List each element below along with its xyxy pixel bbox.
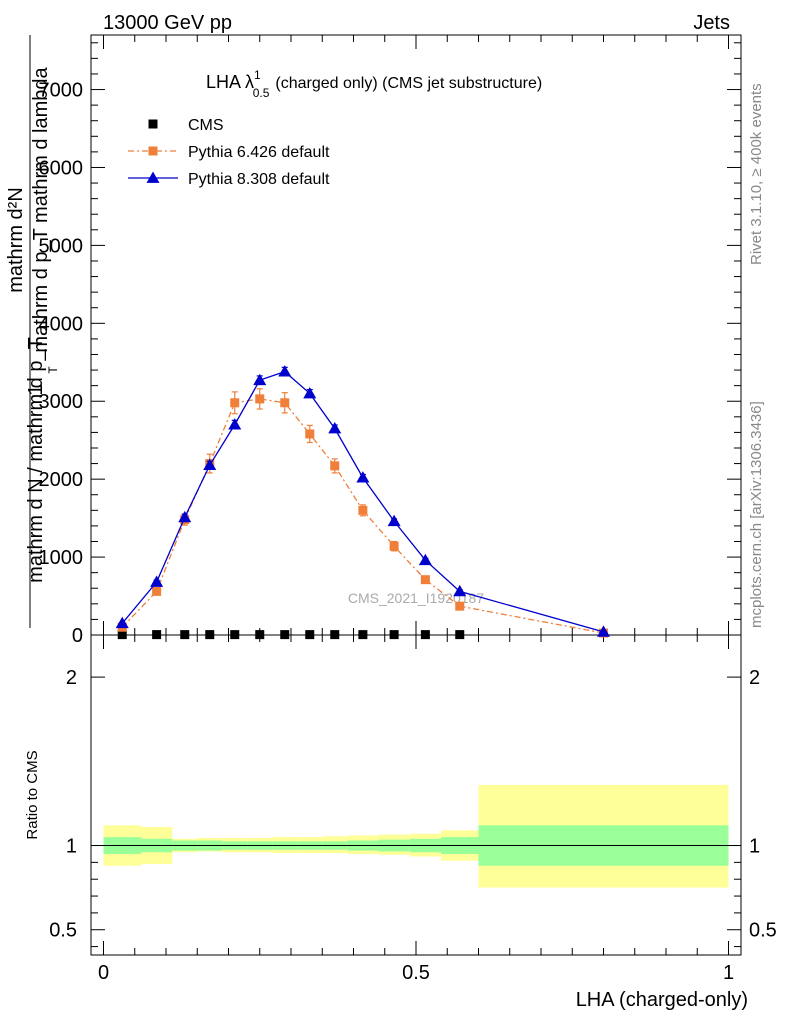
data-point [455, 630, 465, 640]
legend-marker [146, 171, 160, 183]
data-point [420, 630, 430, 640]
ratio-y-tick-label-right: 0.5 [749, 920, 777, 942]
ylabel-sub: T [46, 366, 60, 374]
legend-label: Pythia 6.426 default [188, 144, 330, 161]
y-tick-label: 5000 [39, 235, 84, 257]
ylabel-top-numerator-2: mathrm d²N [5, 187, 27, 293]
y-tick-label: 4000 [39, 313, 84, 335]
data-point [330, 630, 340, 640]
x-tick-label: 0.5 [402, 962, 430, 984]
data-point [178, 510, 192, 523]
ratio-y-tick-label-right: 2 [749, 667, 760, 689]
legend-marker [148, 119, 158, 129]
data-point [305, 429, 315, 439]
data-point [303, 386, 317, 399]
data-point [228, 418, 242, 430]
watermark: CMS_2021_I1920187 [348, 590, 484, 606]
data-point [205, 630, 215, 640]
x-tick-label: 0 [98, 962, 109, 984]
legend-marker [148, 146, 158, 156]
ratio-bands [91, 784, 741, 888]
data-point [255, 630, 265, 640]
data-point [455, 601, 465, 611]
data-point [356, 471, 370, 483]
ylabel-top-numerator: 1 [25, 384, 47, 395]
x-tick-label: 1 [723, 962, 734, 984]
data-point [255, 394, 265, 404]
xlabel: LHA (charged-only) [576, 989, 748, 1011]
series-line [121, 398, 604, 634]
data-point [117, 630, 127, 640]
data-point [230, 398, 240, 408]
data-point [150, 575, 164, 587]
series-0 [117, 630, 465, 640]
ratio-y-tick-label-left: 0.5 [49, 920, 77, 942]
data-point [152, 630, 162, 640]
data-point [358, 630, 368, 640]
series-2 [115, 365, 610, 637]
data-point [328, 422, 342, 434]
header-right: Jets [693, 12, 730, 34]
y-tick-label: 6000 [39, 157, 84, 179]
y-tick-label: 1000 [39, 547, 84, 569]
data-point [253, 373, 267, 386]
legend-label: Pythia 8.308 default [188, 171, 330, 188]
data-point [420, 575, 430, 585]
legend-entry-1: Pythia 6.426 default [128, 144, 330, 161]
data-point [597, 625, 610, 637]
mcplots-label: mcplots.cern.ch [arXiv:1306.3436] [748, 401, 765, 628]
main-axes: 0 1000 2000 3000 4000 5000 6000 7000 [39, 35, 741, 647]
data-point [115, 616, 129, 629]
plot-title-sup: 1 [254, 68, 261, 82]
legend-entry-2: Pythia 8.308 default [128, 171, 330, 188]
data-point [203, 458, 217, 471]
data-point [330, 461, 340, 471]
y-tick-label: 3000 [39, 391, 84, 413]
data-point [453, 584, 467, 597]
y-tick-label: 2000 [39, 469, 84, 491]
data-point [278, 365, 292, 377]
rivet-label: Rivet 3.1.10, ≥ 400k events [748, 83, 765, 265]
series-line [121, 370, 604, 633]
ylabel-overlay: mathrm d p_T mathrm d lambda [30, 66, 52, 352]
legend-entry-0: CMS [148, 117, 224, 134]
series-1 [117, 388, 608, 638]
data-point [389, 541, 399, 551]
plot-title-rest: (charged only) (CMS jet substructure) [275, 75, 542, 92]
series-group [115, 365, 610, 640]
data-point [358, 505, 368, 515]
data-point [418, 553, 432, 566]
plot-title: LHA λ1 0.5 (charged only) (CMS jet substru… [206, 68, 542, 100]
data-point [280, 630, 290, 640]
data-point [230, 630, 240, 640]
legend-label: CMS [188, 117, 224, 134]
y-tick-label: 7000 [39, 80, 84, 102]
data-point [152, 586, 162, 596]
data-point [389, 630, 399, 640]
ratio-y-tick-label-left: 1 [66, 836, 77, 858]
plot-title-main: LHA λ [206, 72, 254, 92]
data-point [387, 514, 401, 527]
data-point [280, 398, 290, 408]
data-point [305, 630, 315, 640]
data-point [180, 630, 190, 640]
header-left: 13000 GeV pp [103, 12, 232, 34]
legend: CMS Pythia 6.426 default Pythia 8.308 defa… [128, 117, 330, 188]
y-tick-label: 0 [72, 625, 83, 647]
ratio-axes: 0.5 0.5 1 1 2 2 0 0.5 1 [49, 635, 777, 984]
ratio-y-tick-label-right: 1 [749, 836, 760, 858]
plot-title-sub: 0.5 [253, 86, 270, 100]
ratio-ylabel: Ratio to CMS [24, 750, 41, 839]
ylabel-bottom: mathrm d N / mathrm d p_T [25, 337, 47, 583]
ratio-y-tick-label-left: 2 [66, 667, 77, 689]
